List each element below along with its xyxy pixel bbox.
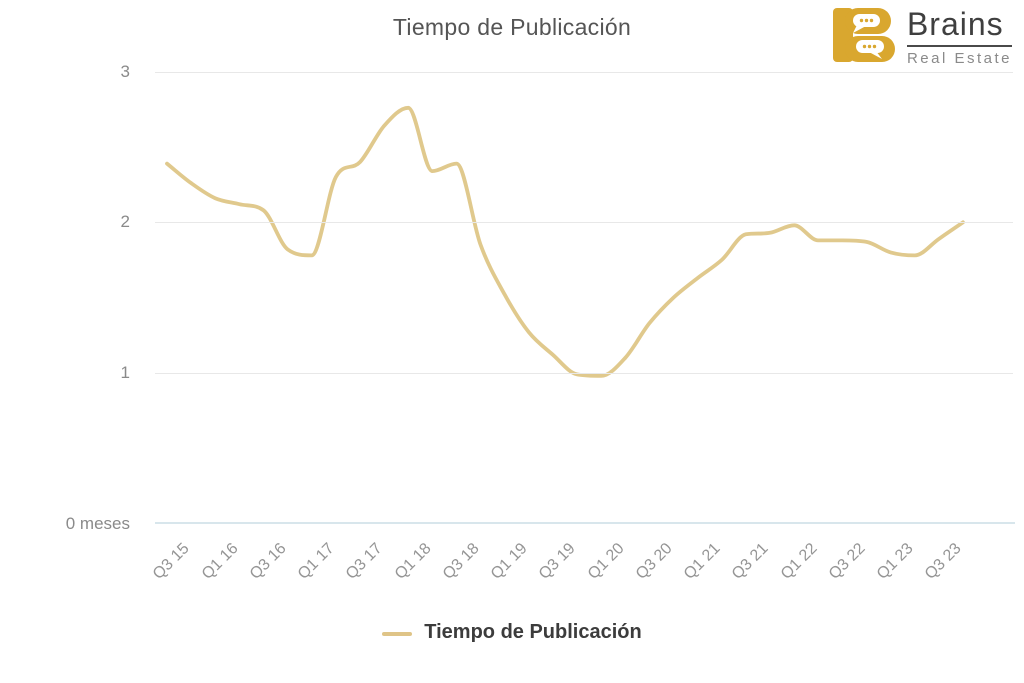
chart-title: Tiempo de Publicación (392, 14, 632, 40)
gridline-y-2 (155, 222, 1013, 223)
brand-name: Brains (906, 7, 1012, 47)
y-tick-label: 0 meses (65, 514, 130, 533)
x-axis-line (155, 522, 1015, 524)
brand-logo: Brains Real Estate (832, 7, 1012, 67)
legend-line-swatch (382, 632, 413, 636)
gridline-y-3 (155, 72, 1013, 73)
line-series-path (165, 105, 965, 378)
brains-b-speech-bubbles-icon (832, 8, 895, 62)
brand-subtitle: Real Estate (906, 49, 1012, 67)
gridline-y-1 (155, 373, 1013, 374)
y-tick-label: 1 (120, 363, 130, 382)
legend-item-tiempo-de-publicacion[interactable]: Tiempo de Publicación (382, 621, 642, 644)
chart-legend: Tiempo de Publicación (0, 621, 1024, 644)
y-tick-label: 2 (120, 212, 130, 231)
legend-label: Tiempo de Publicación (424, 621, 642, 643)
brand-logo-text: Brains Real Estate (906, 7, 1012, 67)
y-tick-label: 3 (120, 62, 130, 81)
